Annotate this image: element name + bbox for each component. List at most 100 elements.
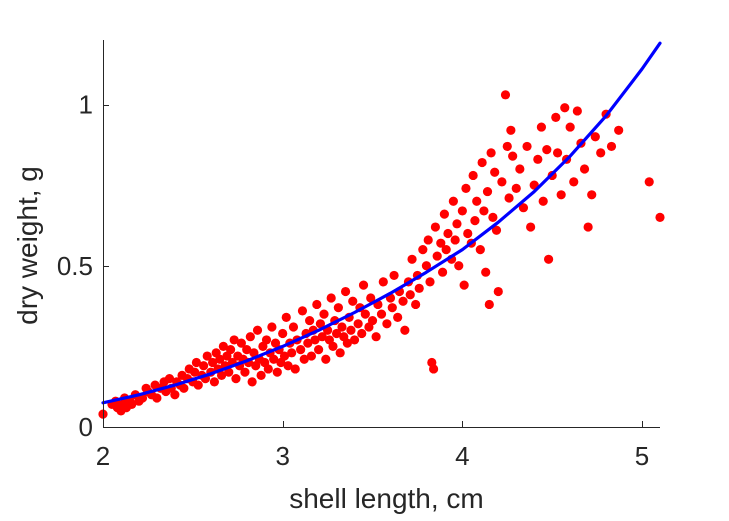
data-point: [644, 177, 654, 187]
data-point: [508, 151, 518, 161]
data-point: [441, 245, 451, 255]
data-point: [287, 348, 297, 358]
data-point: [407, 254, 417, 264]
data-point: [371, 332, 381, 342]
data-point: [556, 190, 566, 200]
data-point: [387, 303, 397, 313]
data-point: [290, 364, 300, 374]
data-point: [312, 299, 322, 310]
data-point: [267, 322, 277, 332]
data-point: [272, 367, 282, 377]
data-point: [511, 183, 521, 193]
data-point: [522, 141, 532, 152]
data-point: [504, 193, 514, 203]
y-axis-label: dry weight, g: [12, 166, 43, 325]
data-point: [353, 319, 363, 329]
data-point: [231, 374, 241, 384]
data-point: [299, 354, 309, 364]
data-point: [552, 148, 563, 158]
data-point: [326, 293, 336, 303]
data-point: [459, 280, 469, 290]
data-point: [411, 299, 421, 310]
data-point: [565, 122, 575, 132]
data-point: [261, 335, 272, 345]
ticks: 2 3 4 5 0 0.5 1: [57, 90, 649, 472]
data-point: [463, 228, 473, 239]
data-point: [579, 164, 590, 174]
data-point: [655, 212, 665, 222]
data-point: [317, 332, 327, 342]
data-point: [193, 380, 203, 390]
data-point: [450, 235, 460, 245]
data-point: [484, 299, 494, 310]
data-point: [296, 345, 306, 355]
data-point: [340, 286, 351, 297]
data-point: [283, 361, 293, 371]
data-point: [437, 267, 448, 277]
data-point: [321, 354, 331, 364]
fit-curve: [101, 41, 662, 405]
data-point: [225, 345, 236, 355]
data-point: [583, 222, 593, 232]
data-point: [482, 186, 493, 197]
data-point: [216, 370, 227, 380]
data-point: [502, 141, 512, 152]
x-axis-label: shell length, cm: [289, 483, 484, 514]
data-point: [479, 206, 489, 216]
data-point: [382, 319, 392, 329]
data-point: [414, 283, 424, 293]
data-point: [536, 122, 547, 132]
data-point: [242, 345, 252, 355]
data-point: [542, 145, 552, 155]
data-point: [421, 261, 432, 271]
data-point: [533, 154, 543, 164]
data-point: [278, 328, 288, 339]
data-point: [544, 254, 554, 264]
data-point: [252, 325, 263, 335]
data-point: [551, 112, 561, 122]
x-tick-label: 4: [455, 441, 469, 471]
data-point: [526, 222, 536, 232]
data-point: [357, 328, 367, 339]
data-point: [127, 399, 137, 410]
data-point: [418, 245, 428, 255]
data-point: [436, 238, 446, 248]
data-point: [497, 177, 507, 187]
data-point: [472, 196, 482, 206]
data-point: [468, 170, 478, 181]
y-tick-label: 0: [79, 412, 93, 442]
data-point: [303, 338, 313, 348]
data-point: [538, 196, 548, 206]
data-point: [432, 251, 442, 261]
data-point: [518, 203, 529, 213]
data-point: [606, 141, 617, 152]
x-tick-label: 2: [96, 441, 110, 471]
data-point: [488, 212, 498, 222]
data-point: [337, 322, 347, 332]
data-point: [245, 332, 255, 342]
data-point: [202, 351, 212, 361]
data-point: [448, 196, 458, 206]
data-point: [443, 228, 453, 239]
data-point: [319, 309, 329, 319]
data-point: [587, 190, 597, 200]
data-point: [405, 290, 415, 300]
data-point: [367, 315, 378, 326]
data-point: [263, 364, 273, 374]
data-point: [229, 335, 239, 345]
x-tick-label: 5: [635, 441, 649, 471]
data-point: [454, 261, 464, 271]
data-point: [346, 325, 356, 335]
data-point: [209, 377, 219, 387]
y-tick-label: 0.5: [57, 251, 93, 281]
data-point: [247, 377, 257, 387]
fit-curve-layer: [101, 41, 662, 405]
data-point: [164, 374, 175, 384]
data-point: [348, 296, 358, 306]
data-point: [190, 367, 200, 377]
data-point: [425, 277, 435, 287]
data-point: [297, 306, 308, 316]
data-point: [224, 367, 234, 377]
data-point: [236, 338, 246, 348]
